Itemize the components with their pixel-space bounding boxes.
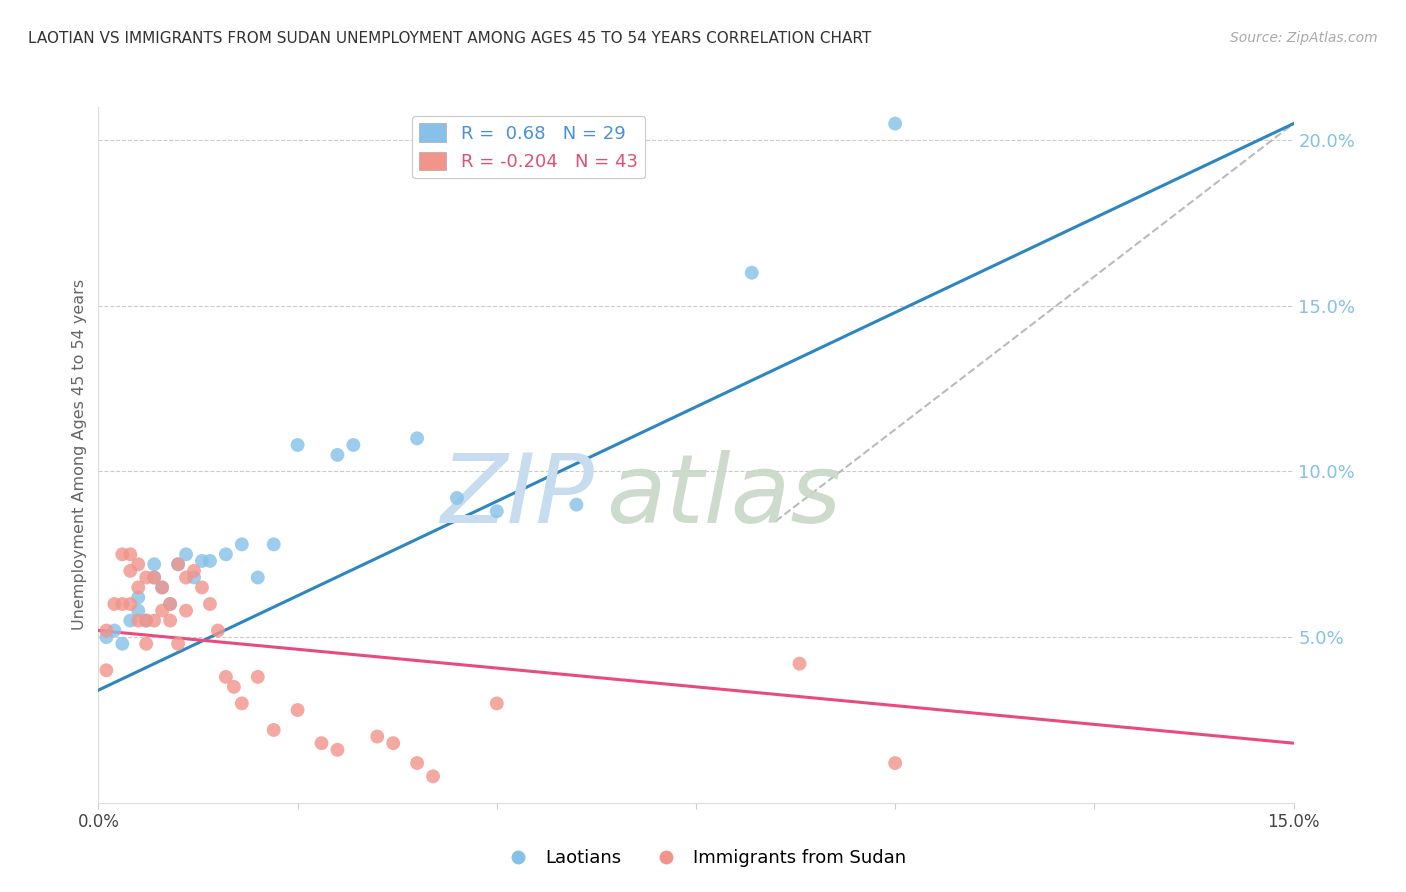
- Point: [884, 117, 907, 131]
- Point: [150, 581, 173, 595]
- Point: [127, 614, 149, 628]
- Point: [143, 614, 166, 628]
- Point: [789, 657, 811, 671]
- Point: [111, 637, 134, 651]
- Point: [263, 723, 285, 737]
- Point: [191, 581, 214, 595]
- Point: [183, 564, 205, 578]
- Text: atlas: atlas: [606, 450, 841, 543]
- Point: [884, 756, 907, 770]
- Point: [103, 624, 125, 638]
- Point: [366, 730, 388, 744]
- Point: [159, 597, 181, 611]
- Point: [485, 504, 508, 518]
- Point: [96, 624, 118, 638]
- Point: [127, 604, 149, 618]
- Point: [96, 630, 118, 644]
- Point: [143, 570, 166, 584]
- Point: [159, 614, 181, 628]
- Point: [198, 597, 221, 611]
- Point: [111, 597, 134, 611]
- Point: [191, 554, 214, 568]
- Point: [326, 743, 349, 757]
- Point: [287, 438, 309, 452]
- Point: [215, 547, 238, 561]
- Point: [342, 438, 364, 452]
- Point: [135, 570, 157, 584]
- Text: ZIP: ZIP: [440, 450, 595, 543]
- Point: [183, 570, 205, 584]
- Point: [159, 597, 181, 611]
- Point: [263, 537, 285, 551]
- Legend: R =  0.68   N = 29, R = -0.204   N = 43: R = 0.68 N = 29, R = -0.204 N = 43: [412, 116, 645, 178]
- Point: [311, 736, 333, 750]
- Point: [198, 554, 221, 568]
- Point: [120, 547, 142, 561]
- Point: [446, 491, 468, 505]
- Point: [120, 597, 142, 611]
- Point: [143, 570, 166, 584]
- Point: [167, 558, 190, 572]
- Point: [150, 581, 173, 595]
- Point: [741, 266, 763, 280]
- Point: [246, 670, 269, 684]
- Point: [135, 614, 157, 628]
- Point: [127, 591, 149, 605]
- Point: [231, 697, 253, 711]
- Point: [103, 597, 125, 611]
- Point: [215, 670, 238, 684]
- Point: [207, 624, 229, 638]
- Point: [422, 769, 444, 783]
- Text: LAOTIAN VS IMMIGRANTS FROM SUDAN UNEMPLOYMENT AMONG AGES 45 TO 54 YEARS CORRELAT: LAOTIAN VS IMMIGRANTS FROM SUDAN UNEMPLO…: [28, 31, 872, 46]
- Y-axis label: Unemployment Among Ages 45 to 54 years: Unemployment Among Ages 45 to 54 years: [72, 279, 87, 631]
- Point: [96, 663, 118, 677]
- Point: [287, 703, 309, 717]
- Point: [135, 614, 157, 628]
- Point: [111, 547, 134, 561]
- Point: [120, 564, 142, 578]
- Point: [127, 581, 149, 595]
- Point: [174, 570, 197, 584]
- Point: [150, 604, 173, 618]
- Point: [167, 637, 190, 651]
- Point: [120, 614, 142, 628]
- Point: [167, 558, 190, 572]
- Point: [326, 448, 349, 462]
- Point: [135, 637, 157, 651]
- Text: Source: ZipAtlas.com: Source: ZipAtlas.com: [1230, 31, 1378, 45]
- Point: [222, 680, 245, 694]
- Legend: Laotians, Immigrants from Sudan: Laotians, Immigrants from Sudan: [492, 842, 914, 874]
- Point: [485, 697, 508, 711]
- Point: [174, 604, 197, 618]
- Point: [174, 547, 197, 561]
- Point: [127, 558, 149, 572]
- Point: [565, 498, 588, 512]
- Point: [382, 736, 405, 750]
- Point: [406, 431, 429, 445]
- Point: [406, 756, 429, 770]
- Point: [231, 537, 253, 551]
- Point: [246, 570, 269, 584]
- Point: [143, 558, 166, 572]
